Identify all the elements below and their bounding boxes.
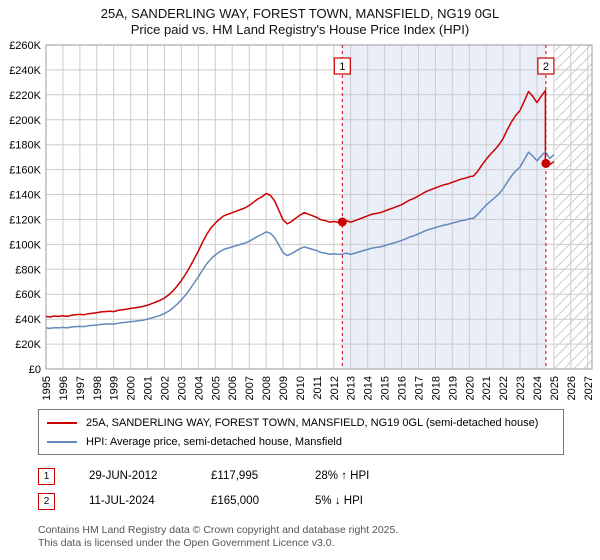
legend-item-property: 25A, SANDERLING WAY, FOREST TOWN, MANSFI…: [47, 415, 555, 430]
svg-text:2024: 2024: [532, 376, 544, 400]
svg-text:2007: 2007: [244, 376, 256, 400]
svg-text:2015: 2015: [380, 376, 392, 400]
svg-text:£80K: £80K: [15, 264, 41, 276]
footer-licence: This data is licensed under the Open Gov…: [38, 537, 335, 549]
hpi-line-swatch: [47, 440, 77, 443]
svg-text:2012: 2012: [329, 376, 341, 400]
svg-text:2018: 2018: [430, 376, 442, 400]
sale-1-date: 29-JUN-2012: [89, 470, 158, 482]
sale-1-point: [337, 217, 347, 227]
title-address: 25A, SANDERLING WAY, FOREST TOWN, MANSFI…: [100, 6, 500, 21]
svg-text:2021: 2021: [481, 376, 493, 400]
footer-copyright: Contains HM Land Registry data © Crown c…: [38, 524, 399, 536]
property-line-swatch: [47, 421, 77, 424]
sale-1-price: £117,995: [211, 470, 259, 482]
svg-text:2004: 2004: [193, 376, 205, 400]
svg-text:2020: 2020: [464, 376, 476, 400]
footer: Contains HM Land Registry data © Crown c…: [38, 524, 600, 550]
svg-text:2008: 2008: [261, 376, 273, 400]
hpi-line: [45, 150, 555, 330]
svg-text:2014: 2014: [363, 376, 375, 400]
svg-text:2010: 2010: [295, 376, 307, 400]
svg-text:2025: 2025: [549, 376, 561, 400]
svg-text:2027: 2027: [583, 376, 595, 400]
svg-text:2003: 2003: [176, 376, 188, 400]
svg-text:2019: 2019: [447, 376, 459, 400]
svg-text:1997: 1997: [75, 376, 87, 400]
svg-text:2009: 2009: [278, 376, 290, 400]
svg-text:1995: 1995: [41, 376, 53, 400]
title-subtitle: Price paid vs. HM Land Registry's House …: [130, 22, 470, 37]
svg-text:£140K: £140K: [9, 190, 41, 202]
svg-text:2017: 2017: [414, 376, 426, 400]
svg-text:£120K: £120K: [9, 215, 41, 227]
future-hatched-region: [554, 45, 592, 369]
sale-2-marker-badge: 2: [38, 492, 55, 510]
svg-text:2006: 2006: [227, 376, 239, 400]
sale-1-hpi-comparison: 28% ↑ HPI: [315, 470, 370, 482]
svg-text:£100K: £100K: [9, 239, 41, 251]
svg-text:1999: 1999: [109, 376, 121, 400]
svg-text:2002: 2002: [160, 376, 172, 400]
svg-text:1998: 1998: [92, 376, 104, 400]
svg-text:£60K: £60K: [15, 289, 41, 301]
sale-2-price: £165,000: [211, 495, 259, 507]
svg-text:2023: 2023: [515, 376, 527, 400]
svg-text:2001: 2001: [143, 376, 155, 400]
legend-label-property: 25A, SANDERLING WAY, FOREST TOWN, MANSFI…: [86, 416, 539, 429]
svg-text:1: 1: [339, 61, 345, 73]
sale-2-hpi-comparison: 5% ↓ HPI: [315, 495, 363, 507]
svg-text:2013: 2013: [346, 376, 358, 400]
svg-text:£20K: £20K: [15, 339, 41, 351]
svg-text:1996: 1996: [58, 376, 70, 400]
chart-plot-area: £0 £20K £40K £60K £80K £100K £120K £140K £160K £1…: [9, 41, 595, 400]
table-row-sale-1: 1 29-JUN-2012 £117,995 28% ↑ HPI: [38, 465, 600, 487]
svg-text:2022: 2022: [498, 376, 510, 400]
price-chart: £0 £20K £40K £60K £80K £100K £120K £140K £160K £1…: [9, 41, 595, 400]
svg-text:2: 2: [543, 61, 549, 73]
svg-text:£40K: £40K: [15, 314, 41, 326]
sale-2-marker-box: [537, 57, 555, 75]
legend-label-hpi: HPI: Average price, semi-detached house,…: [86, 435, 342, 448]
svg-text:£240K: £240K: [9, 65, 41, 77]
svg-text:2005: 2005: [210, 376, 222, 400]
svg-text:£260K: £260K: [9, 41, 41, 52]
page-title: 25A, SANDERLING WAY, FOREST TOWN, MANSFI…: [0, 0, 600, 38]
svg-text:2000: 2000: [126, 376, 138, 400]
svg-text:£200K: £200K: [9, 115, 41, 127]
property-price-line: [45, 89, 555, 318]
chart-legend: 25A, SANDERLING WAY, FOREST TOWN, MANSFI…: [38, 409, 564, 455]
svg-text:£220K: £220K: [9, 90, 41, 102]
table-row-sale-2: 2 11-JUL-2024 £165,000 5% ↓ HPI: [38, 490, 600, 512]
svg-text:£160K: £160K: [9, 165, 41, 177]
legend-item-hpi: HPI: Average price, semi-detached house,…: [47, 434, 555, 449]
svg-text:2016: 2016: [397, 376, 409, 400]
svg-text:2026: 2026: [566, 376, 578, 400]
sale-2-date: 11-JUL-2024: [89, 495, 155, 507]
sale-1-marker-badge: 1: [38, 467, 55, 485]
between-sales-shading: [342, 45, 546, 369]
svg-text:2011: 2011: [312, 376, 324, 400]
sale-2-point: [541, 158, 551, 168]
sales-table: 1 29-JUN-2012 £117,995 28% ↑ HPI 2 11-JU…: [38, 465, 600, 512]
sale-1-marker-box: [333, 57, 351, 75]
svg-text:£180K: £180K: [9, 140, 41, 152]
svg-text:£0: £0: [29, 364, 41, 376]
